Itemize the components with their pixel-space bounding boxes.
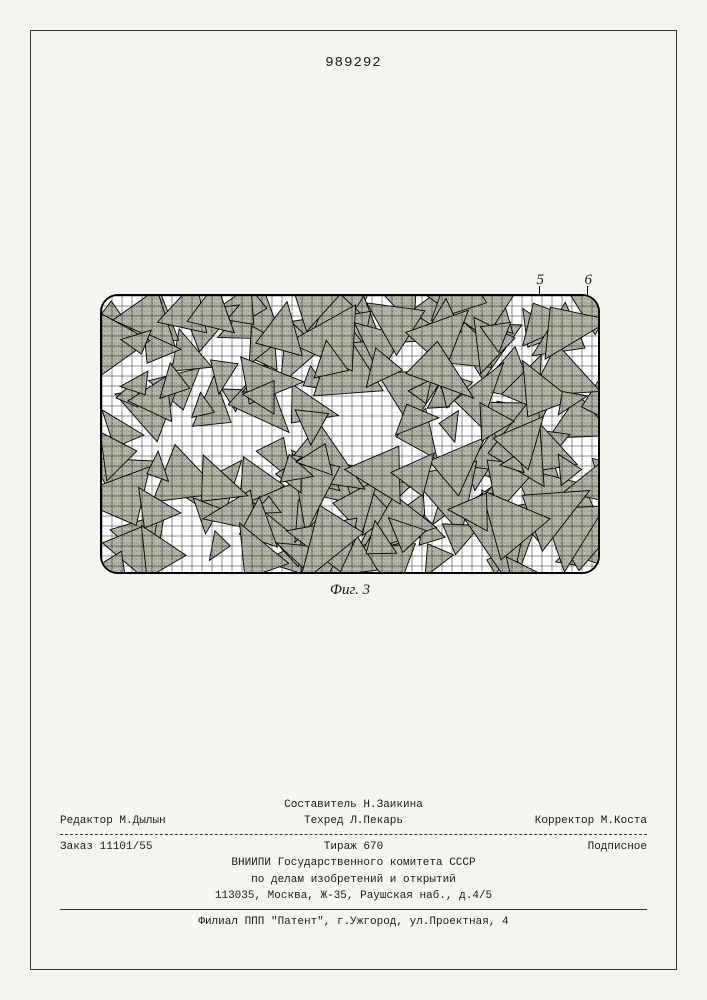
order-row: Заказ 11101/55 Тираж 670 Подписное: [60, 839, 647, 856]
patent-number: 989292: [0, 55, 707, 71]
tech-editor-name: Л.Пекарь: [350, 815, 403, 827]
corrector-label: Корректор: [535, 815, 594, 827]
corrector-name: М.Коста: [601, 815, 647, 827]
divider-1: [60, 834, 647, 835]
tech-editor-label: Техред: [304, 815, 344, 827]
editor-cell: Редактор М.Дылын: [60, 813, 256, 830]
order-label: Заказ: [60, 841, 93, 853]
tech-editor-cell: Техред Л.Пекарь: [256, 813, 452, 830]
editor-name: М.Дылын: [119, 815, 165, 827]
circulation-number: 670: [363, 841, 383, 853]
subscription: Подписное: [588, 841, 647, 853]
corrector-cell: Корректор М.Коста: [451, 813, 647, 830]
callout-label-5: 5: [537, 272, 545, 289]
order-number: 11101/55: [100, 841, 153, 853]
callout-label-6: 6: [585, 272, 593, 289]
figure-svg: [102, 296, 600, 574]
circulation-cell: Тираж 670: [256, 839, 452, 856]
colophon: Составитель Н.Заикина Редактор М.Дылын Т…: [60, 797, 647, 931]
address1: 113035, Москва, Ж-35, Раушская наб., д.4…: [60, 888, 647, 905]
branch: Филиал ППП "Патент", г.Ужгород, ул.Проек…: [60, 914, 647, 931]
divider-2: [60, 909, 647, 910]
compiler-name: Н.Заикина: [363, 799, 422, 811]
editor-label: Редактор: [60, 815, 113, 827]
figure-caption: Фиг. 3: [100, 582, 600, 599]
circulation-label: Тираж: [324, 841, 357, 853]
staff-row: Редактор М.Дылын Техред Л.Пекарь Коррект…: [60, 813, 647, 830]
compiler-line: Составитель Н.Заикина: [60, 797, 647, 814]
org-line2: по делам изобретений и открытий: [60, 872, 647, 889]
compiler-label: Составитель: [284, 799, 357, 811]
order-cell: Заказ 11101/55: [60, 839, 256, 856]
figure-3: 5 6 Фиг. 3: [100, 294, 600, 574]
subscription-cell: Подписное: [451, 839, 647, 856]
figure-box: [100, 294, 600, 574]
org-line1: ВНИИПИ Государственного комитета СССР: [60, 855, 647, 872]
